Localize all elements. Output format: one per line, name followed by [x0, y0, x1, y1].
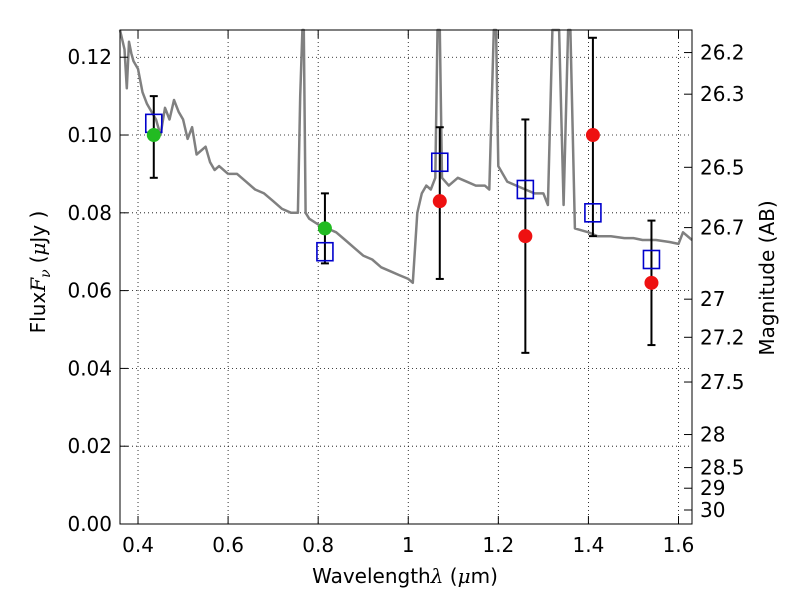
red-data-point [644, 275, 659, 290]
y-tick-label: 0.12 [67, 45, 112, 69]
y2-tick-label: 29 [700, 476, 725, 500]
y-tick-label: 0.06 [67, 279, 112, 303]
x-axis-label: Wavelengthλ (μm) [312, 564, 498, 588]
model-flux-box [316, 241, 334, 262]
x-tick-label: 1 [402, 533, 415, 557]
x-axis-label-text: Wavelength [312, 564, 431, 588]
y-axis-unit-open: ( [26, 256, 50, 264]
model-spectrum [118, 28, 693, 285]
y2-tick-label: 26.5 [700, 155, 745, 179]
x-tick-label: 0.6 [212, 533, 244, 557]
x-tick-label: 1.6 [663, 533, 695, 557]
model-flux-box [584, 203, 602, 223]
y2-tick-label: 26.7 [700, 216, 745, 240]
x-tick-label: 0.8 [302, 533, 334, 557]
y-axis-label: FluxFν (μJy ) [26, 211, 54, 334]
y2-tick-label: 26.2 [700, 41, 745, 65]
green-data-point [317, 221, 332, 236]
model-spectrum-line [118, 28, 693, 285]
x-axis-lambda: λ [430, 564, 444, 588]
green-data-point [146, 128, 161, 143]
x-axis-unit-open: ( [443, 564, 457, 588]
red-data-point [585, 128, 600, 143]
y2-tick-label: 28 [700, 423, 725, 447]
y-axis-nu: ν [38, 269, 54, 278]
y-tick-label: 0.00 [67, 512, 112, 536]
y-axis-F: F [26, 277, 50, 293]
x-axis-unit-mu: μ [458, 564, 471, 588]
plot-frame [119, 29, 693, 525]
y2-tick-label: 27.5 [700, 370, 745, 394]
y-axis-unit-mu: μ [26, 243, 50, 256]
model-flux-box [642, 249, 661, 270]
x-tick-label: 1.4 [573, 533, 605, 557]
y2-tick-label: 27 [700, 287, 725, 311]
y-tick-label: 0.02 [67, 434, 112, 458]
y2-tick-label: 26.3 [700, 82, 745, 106]
model-flux-box [516, 179, 535, 200]
y-tick-label: 0.04 [67, 356, 112, 380]
y2-tick-label: 28.5 [700, 456, 745, 480]
red-data-point [432, 194, 447, 209]
y2-axis-label: Magnitude (AB) [755, 200, 779, 355]
red-data-point [518, 229, 533, 244]
y-axis-unit-close: Jy ) [26, 211, 50, 245]
x-tick-label: 0.4 [122, 533, 154, 557]
axis-ticks: 0.4 0.6 0.8 1 1.2 1.4 1.6 0.00 0.02 0.04 0.06 0.08 0… [67, 30, 745, 557]
y2-tick-label: 30 [700, 498, 725, 522]
x-tick-label: 1.2 [482, 533, 514, 557]
x-axis-unit-close: m) [471, 564, 498, 588]
model-flux-box [430, 152, 449, 173]
y2-tick-label: 27.2 [700, 325, 745, 349]
y-tick-label: 0.10 [67, 123, 112, 147]
y-tick-label: 0.08 [67, 201, 112, 225]
y-axis-label-prefix: Flux [26, 292, 50, 334]
data-points [144, 113, 661, 290]
axes-frame [119, 29, 693, 525]
